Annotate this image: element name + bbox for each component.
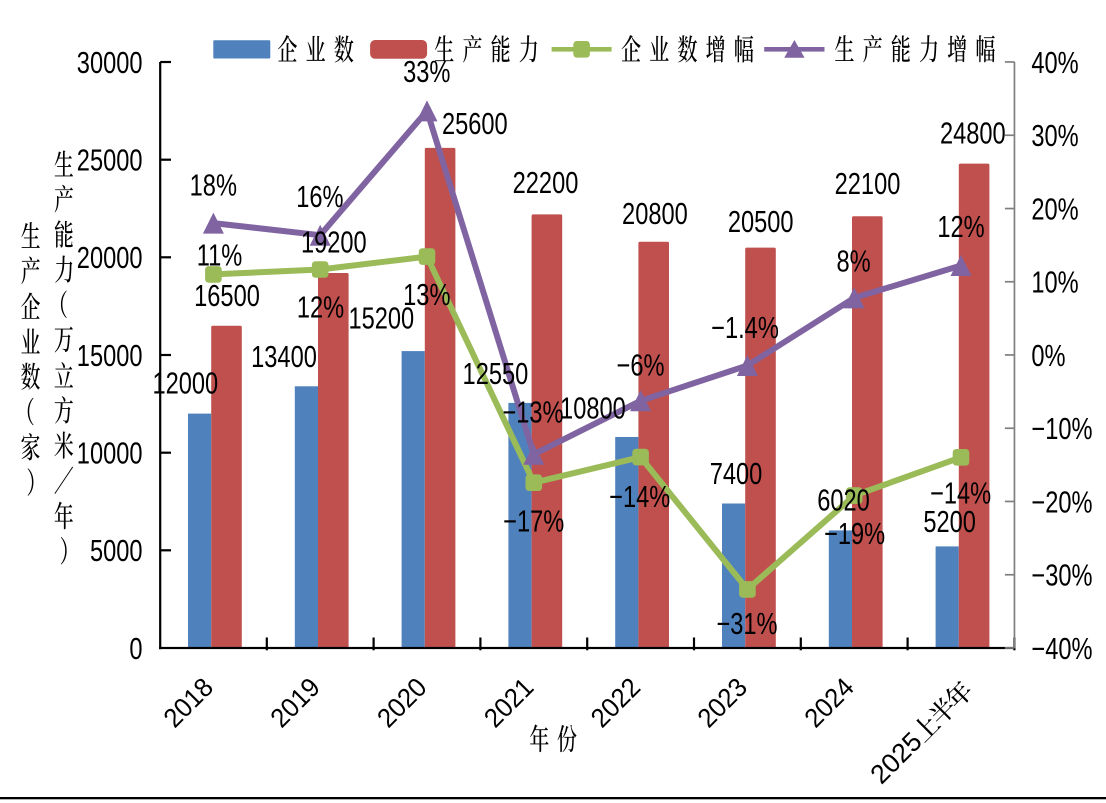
svg-text:15200: 15200 [348,301,414,336]
svg-text:10800: 10800 [560,390,626,425]
svg-text:5200: 5200 [923,504,976,539]
svg-text:5000: 5000 [90,533,143,568]
svg-text:0%: 0% [1031,338,1065,373]
svg-text:0: 0 [129,631,142,666]
svg-text:−17%: −17% [503,503,564,538]
svg-text:20%: 20% [1031,191,1078,226]
svg-text:−14%: −14% [930,476,991,511]
svg-text:40%: 40% [1031,45,1078,80]
svg-text:−1.4%: −1.4% [711,310,779,345]
svg-text:−10%: −10% [1031,411,1092,446]
svg-text:20500: 20500 [728,204,794,239]
svg-text:−14%: −14% [609,479,670,514]
svg-text:30000: 30000 [77,45,143,80]
svg-text:12550: 12550 [463,356,529,391]
svg-text:20800: 20800 [622,196,688,231]
svg-text:18%: 18% [190,168,237,203]
svg-text:15000: 15000 [77,338,143,373]
svg-text:16500: 16500 [194,278,260,313]
svg-text:−40%: −40% [1031,631,1092,666]
svg-text:10%: 10% [1031,265,1078,300]
svg-text:−13%: −13% [502,394,563,429]
svg-text:30%: 30% [1031,118,1078,153]
svg-text:−20%: −20% [1031,484,1092,519]
svg-text:16%: 16% [296,179,343,214]
svg-text:20000: 20000 [77,240,143,275]
svg-text:−31%: −31% [716,606,777,641]
svg-text:13400: 13400 [251,339,317,374]
svg-text:13%: 13% [403,277,450,312]
svg-text:22100: 22100 [835,166,901,201]
svg-text:25000: 25000 [77,143,143,178]
svg-text:12%: 12% [937,209,984,244]
svg-text:12%: 12% [297,290,344,325]
svg-text:22200: 22200 [513,165,579,200]
svg-text:19200: 19200 [301,225,367,260]
svg-text:12000: 12000 [152,366,218,401]
svg-text:24800: 24800 [940,116,1006,151]
svg-text:6020: 6020 [817,483,870,518]
svg-text:11%: 11% [197,237,243,272]
svg-text:−30%: −30% [1031,558,1092,593]
svg-text:33%: 33% [403,54,450,89]
svg-text:8%: 8% [837,243,871,278]
svg-text:7400: 7400 [710,456,763,491]
svg-text:10000: 10000 [77,436,143,471]
svg-text:25600: 25600 [442,106,508,141]
svg-text:−19%: −19% [824,516,885,551]
svg-text:−6%: −6% [617,347,665,382]
